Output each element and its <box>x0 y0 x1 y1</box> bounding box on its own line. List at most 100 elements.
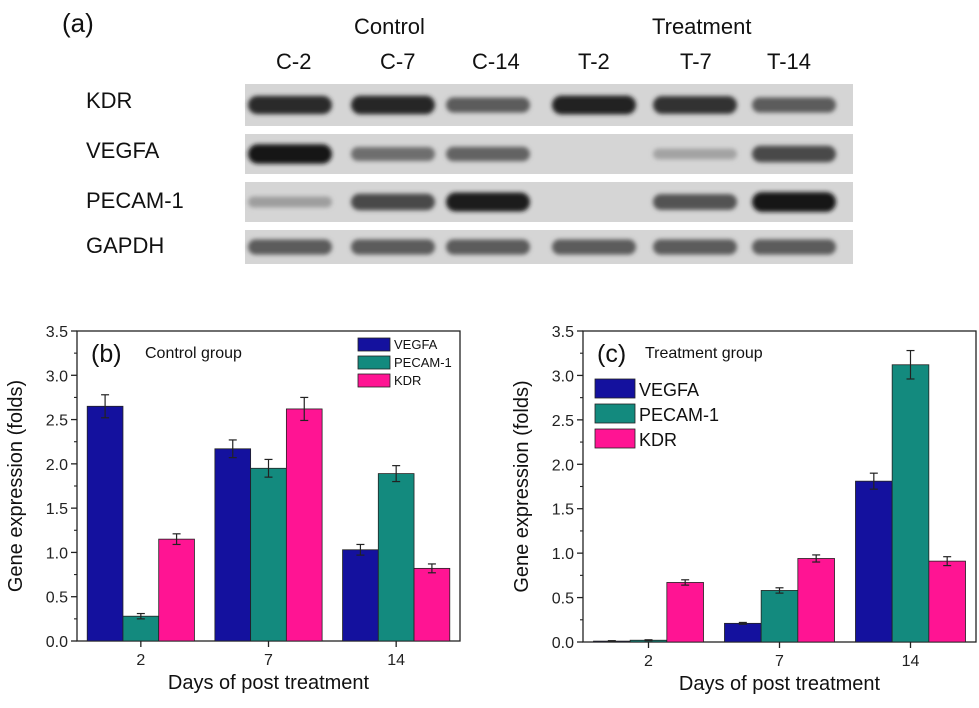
panel-a-label: (a) <box>62 8 94 38</box>
gel-band <box>446 97 530 113</box>
y-tick-label: 3.0 <box>46 368 68 385</box>
gel-band <box>248 144 332 164</box>
x-tick-label: 2 <box>644 653 653 670</box>
bar <box>760 590 799 643</box>
gel-band <box>446 192 530 212</box>
lane-label: C-2 <box>276 49 312 74</box>
bar <box>413 567 451 642</box>
panel-label: (c) <box>597 340 626 368</box>
y-tick-label: 2.5 <box>46 413 68 430</box>
lane-label: C-14 <box>472 49 520 74</box>
y-tick-label: 3.5 <box>46 324 68 341</box>
y-tick-label: 0.5 <box>46 590 68 607</box>
gel-band <box>653 96 737 114</box>
y-axis-label: Gene expression (folds) <box>511 380 533 592</box>
legend-swatch <box>357 373 391 388</box>
legend-swatch <box>594 403 636 424</box>
gel-band <box>752 145 836 163</box>
x-tick-label: 7 <box>264 652 273 669</box>
gel-band <box>653 239 737 255</box>
gel-band <box>552 239 636 255</box>
plot-frame <box>582 330 977 643</box>
x-axis-label: Days of post treatment <box>168 672 370 694</box>
y-tick-label: 3.5 <box>552 324 574 341</box>
bar <box>285 408 323 642</box>
chart-title: Control group <box>145 345 242 362</box>
y-tick-label: 2.0 <box>46 457 68 474</box>
panel-label: (b) <box>91 340 122 368</box>
gel-band <box>446 146 530 162</box>
bar <box>377 473 415 642</box>
plot-frame <box>76 330 461 642</box>
bar <box>928 560 966 643</box>
bar <box>214 448 252 642</box>
lane-label: T-7 <box>680 49 712 74</box>
legend-label: KDR <box>639 430 677 450</box>
legend-label: VEGFA <box>639 380 699 400</box>
legend-label: KDR <box>394 373 421 388</box>
gel-band <box>752 192 836 212</box>
x-tick-label: 2 <box>136 652 145 669</box>
legend-label: VEGFA <box>394 337 438 352</box>
lane-label: T-2 <box>578 49 610 74</box>
group-label-control: Control <box>354 14 425 39</box>
y-tick-label: 0.5 <box>552 591 574 608</box>
legend-swatch <box>594 428 636 449</box>
gel-strip <box>245 230 853 264</box>
gel-band <box>446 239 530 255</box>
bar <box>342 549 379 642</box>
gene-label-kdr: KDR <box>86 88 133 113</box>
bar <box>158 538 195 642</box>
legend-swatch <box>594 378 636 399</box>
bar <box>855 480 893 643</box>
y-tick-label: 3.0 <box>552 368 574 385</box>
bar <box>666 582 704 643</box>
y-tick-label: 1.0 <box>46 545 68 562</box>
gel-strip <box>245 84 853 126</box>
legend-label: PECAM-1 <box>639 405 719 425</box>
gel-band <box>351 193 435 211</box>
bar <box>593 640 631 643</box>
y-tick-label: 1.5 <box>552 502 574 519</box>
gene-label-vegfa: VEGFA <box>86 138 160 163</box>
x-tick-label: 14 <box>902 653 920 670</box>
x-tick-label: 7 <box>775 653 784 670</box>
chart-title: Treatment group <box>645 345 763 362</box>
gene-label-gapdh: GAPDH <box>86 233 165 258</box>
bar <box>86 405 124 642</box>
gel-band <box>248 239 332 255</box>
x-axis-label: Days of post treatment <box>679 673 881 695</box>
gel-band <box>752 239 836 255</box>
bar <box>629 639 668 643</box>
bar <box>891 364 930 643</box>
gel-band <box>552 95 636 115</box>
gel-band <box>248 95 332 115</box>
legend-swatch <box>357 337 391 352</box>
y-tick-label: 0.0 <box>46 634 68 651</box>
gel-band <box>351 147 435 161</box>
gel-strip <box>245 182 853 222</box>
bar <box>797 558 835 643</box>
gel-strip <box>245 134 853 174</box>
gel-band <box>351 239 435 255</box>
y-tick-label: 1.5 <box>46 501 68 518</box>
lane-label: C-7 <box>380 49 416 74</box>
bar <box>250 467 287 642</box>
bar <box>724 622 762 643</box>
y-tick-label: 0.0 <box>552 635 574 652</box>
bar <box>122 615 160 642</box>
y-tick-label: 2.5 <box>552 413 574 430</box>
gel-image <box>245 84 853 264</box>
y-axis-label: Gene expression (folds) <box>5 380 27 592</box>
gel-band <box>248 196 332 208</box>
gel-band <box>752 97 836 113</box>
x-tick-label: 14 <box>387 652 405 669</box>
lane-label: T-14 <box>767 49 812 74</box>
gel-band <box>653 148 737 160</box>
legend-swatch <box>357 355 391 370</box>
gene-label-pecam1: PECAM-1 <box>86 188 184 213</box>
legend-label: PECAM-1 <box>394 355 452 370</box>
group-label-treatment: Treatment <box>652 14 752 39</box>
gel-band <box>351 95 435 115</box>
y-tick-label: 2.0 <box>552 457 574 474</box>
